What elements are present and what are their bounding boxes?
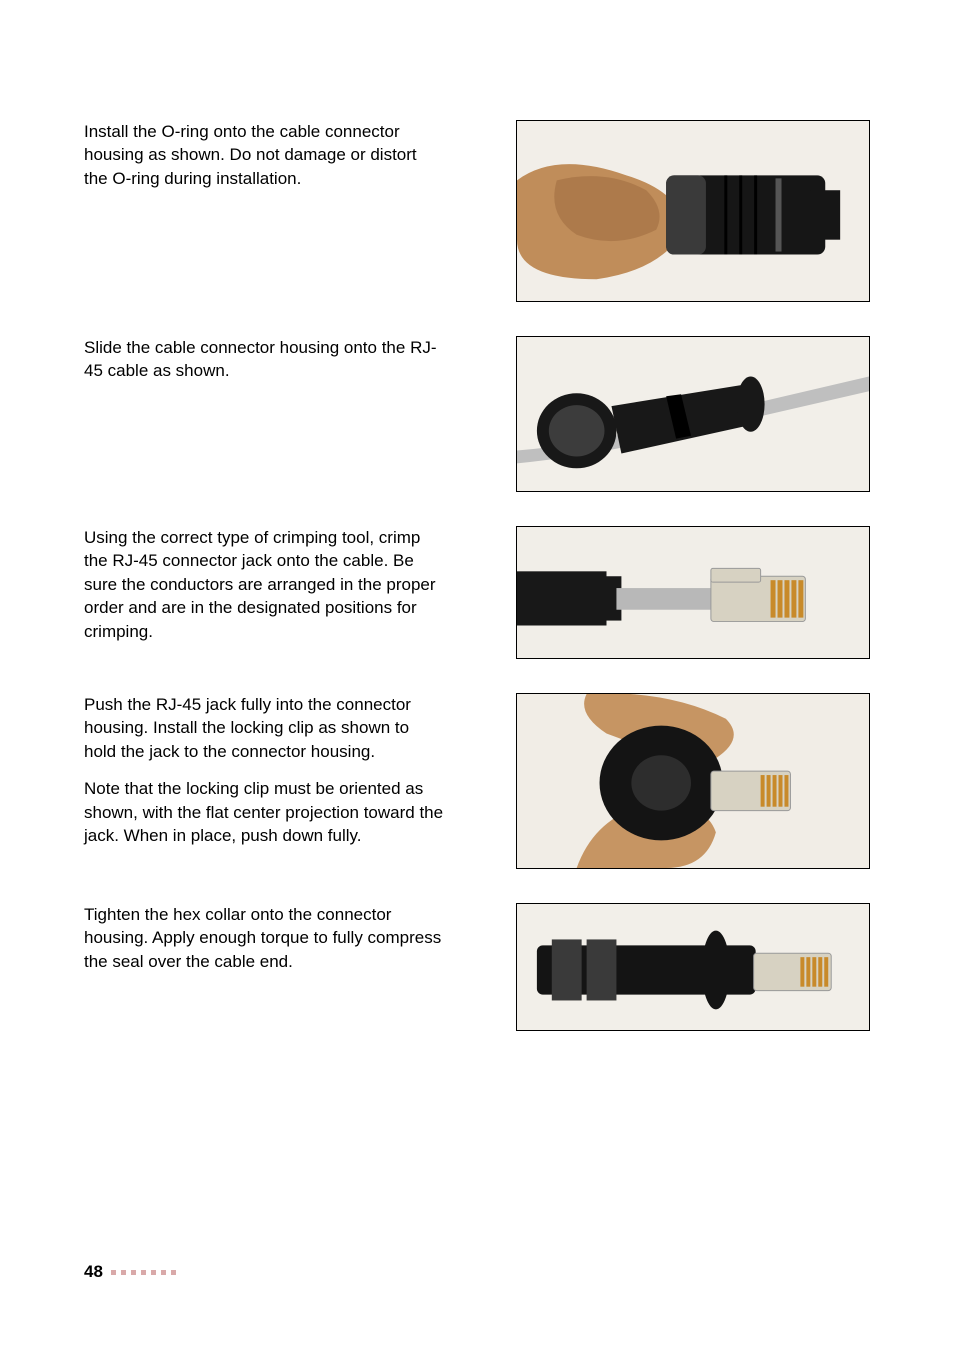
footer-dots [111,1270,176,1275]
step-1-text: Install the O-ring onto the cable connec… [84,120,454,190]
housing-on-cable-photo [517,337,869,491]
step-1: Install the O-ring onto the cable connec… [84,120,870,302]
footer-dot [171,1270,176,1275]
step-5-para-1: Tighten the hex collar onto the connecto… [84,903,444,973]
step-4-para-1: Push the RJ-45 jack fully into the conne… [84,693,444,763]
step-4-text: Push the RJ-45 jack fully into the conne… [84,693,454,848]
step-1-para-1: Install the O-ring onto the cable connec… [84,120,444,190]
step-3: Using the correct type of crimping tool,… [84,526,870,659]
step-5: Tighten the hex collar onto the connecto… [84,903,870,1031]
step-4-para-2: Note that the locking clip must be orien… [84,777,444,847]
page-content: Install the O-ring onto the cable connec… [84,120,870,1065]
crimped-jack-photo [517,527,869,658]
step-2-text: Slide the cable connector housing onto t… [84,336,454,383]
footer-dot [161,1270,166,1275]
footer-dot [141,1270,146,1275]
oring-install-photo [517,121,869,301]
step-2: Slide the cable connector housing onto t… [84,336,870,492]
locking-clip-photo [517,694,869,868]
step-1-image [516,120,870,302]
footer-dot [111,1270,116,1275]
page-number: 48 [84,1262,103,1282]
step-3-para-1: Using the correct type of crimping tool,… [84,526,444,643]
step-3-text: Using the correct type of crimping tool,… [84,526,454,643]
footer-dot [151,1270,156,1275]
step-4-image [516,693,870,869]
step-2-image [516,336,870,492]
step-5-image [516,903,870,1031]
page-footer: 48 [84,1262,176,1282]
step-5-text: Tighten the hex collar onto the connecto… [84,903,454,973]
footer-dot [131,1270,136,1275]
step-3-image [516,526,870,659]
step-4: Push the RJ-45 jack fully into the conne… [84,693,870,869]
footer-dot [121,1270,126,1275]
hex-collar-photo [517,904,869,1030]
step-2-para-1: Slide the cable connector housing onto t… [84,336,444,383]
